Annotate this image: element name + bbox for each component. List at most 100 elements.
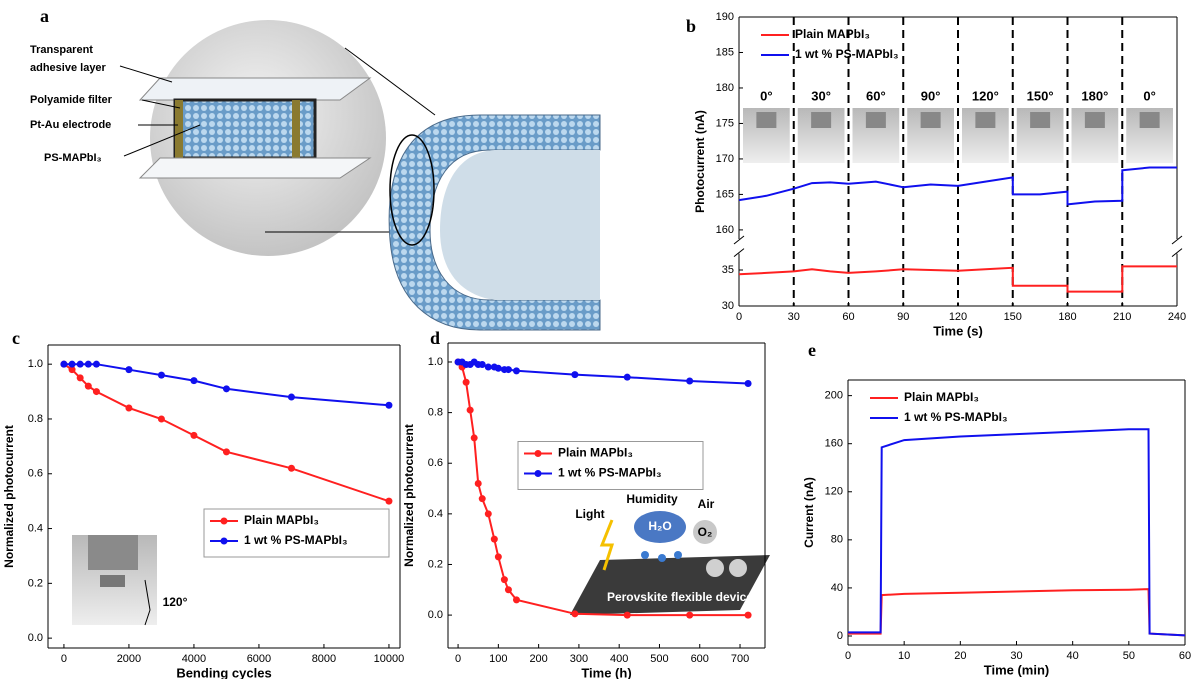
point (385, 402, 392, 409)
y-tick-label: 0.0 (28, 632, 43, 644)
series-line (848, 589, 1185, 635)
legend-label: Plain MAPbI₃ (558, 446, 633, 460)
leader (120, 66, 172, 82)
clamp (100, 575, 125, 587)
x-tick-label: 60 (842, 311, 854, 323)
drop (658, 554, 666, 562)
inset-label: 120° (163, 595, 188, 609)
point (223, 385, 230, 392)
panel-letter: d (430, 328, 440, 348)
diagram-label: adhesive layer (30, 62, 107, 74)
photo-clamp (1030, 112, 1050, 128)
y-tick-label: 0.0 (428, 609, 443, 621)
y-tick-label: 0.6 (28, 468, 43, 480)
point (85, 361, 92, 368)
device-face (440, 150, 600, 300)
x-tick-label: 200 (529, 653, 547, 665)
panel-letter: b (686, 16, 696, 36)
x-tick-label: 240 (1168, 311, 1186, 323)
point (479, 495, 486, 502)
x-tick-label: 150 (1004, 311, 1022, 323)
angle-label: 60° (866, 88, 886, 103)
diagram-label: PS-MAPbI₃ (44, 152, 102, 164)
x-tick-label: 300 (570, 653, 588, 665)
x-tick-label: 0 (61, 653, 67, 665)
point (288, 394, 295, 401)
inset-label: Light (575, 507, 604, 521)
angle-label: 120° (972, 88, 999, 103)
x-tick-label: 8000 (312, 653, 336, 665)
point (471, 434, 478, 441)
x-tick-label: 100 (489, 653, 507, 665)
point (158, 415, 165, 422)
legend-marker (535, 450, 542, 457)
photo-clamp (1140, 112, 1160, 128)
page: a Transparent adhesive layer Polyamide f… (0, 0, 1193, 679)
point (93, 388, 100, 395)
x-tick-label: 210 (1113, 311, 1131, 323)
x-tick-label: 30 (1010, 650, 1022, 662)
point (485, 364, 492, 371)
panel-letter: e (808, 340, 816, 360)
air-bubble (706, 559, 724, 577)
point (85, 383, 92, 390)
x-tick-label: 90 (897, 311, 909, 323)
point (513, 596, 520, 603)
diagram-label: Pt-Au electrode (30, 119, 111, 131)
diagram-label: Transparent (30, 44, 93, 56)
x-tick-label: 4000 (182, 653, 206, 665)
point (77, 374, 84, 381)
legend-label: Plain MAPbI₃ (904, 390, 979, 404)
y-tick-label: 1.0 (28, 358, 43, 370)
electrode (175, 100, 183, 158)
y-tick-label: 1.0 (428, 356, 443, 368)
device-diagram: a Transparent adhesive layer Polyamide f… (30, 6, 600, 330)
legend-label: 1 wt % PS-MAPbI₃ (558, 466, 662, 480)
y-tick-label: 0.8 (428, 407, 443, 419)
x-axis-label: Time (h) (581, 665, 631, 679)
point (385, 498, 392, 505)
y-tick-label: 200 (825, 390, 843, 402)
legend-label: 1 wt % PS-MAPbI₃ (244, 533, 348, 547)
air-bubble (729, 559, 747, 577)
point (190, 377, 197, 384)
photo-clamp (866, 112, 886, 128)
inset-label: H₂O (648, 519, 671, 533)
point (190, 432, 197, 439)
point (505, 366, 512, 373)
series-line (458, 362, 748, 384)
inset-label: Air (698, 497, 715, 511)
photo-clamp (921, 112, 941, 128)
y-axis-label: Photocurrent (nA) (693, 110, 707, 213)
point (93, 361, 100, 368)
point (77, 361, 84, 368)
legend-marker (535, 470, 542, 477)
angle-label: 0° (760, 88, 772, 103)
point (475, 480, 482, 487)
point (158, 372, 165, 379)
diagram-label: Polyamide filter (30, 94, 113, 106)
point (686, 377, 693, 384)
point (479, 361, 486, 368)
inset-label: O₂ (698, 525, 713, 539)
y-tick-label: 35 (722, 264, 734, 276)
y-tick-label: 40 (831, 582, 843, 594)
point (624, 374, 631, 381)
point (125, 405, 132, 412)
point (69, 361, 76, 368)
point (571, 371, 578, 378)
photo-clamp (811, 112, 831, 128)
angle-label: 30° (811, 88, 831, 103)
point (505, 586, 512, 593)
x-tick-label: 120 (949, 311, 967, 323)
point (485, 510, 492, 517)
y-tick-label: 180 (716, 82, 734, 94)
panel-letter: a (40, 6, 49, 26)
inset-photo (72, 535, 157, 625)
legend-label: Plain MAPbI₃ (244, 513, 319, 527)
x-tick-label: 0 (455, 653, 461, 665)
point (495, 365, 502, 372)
y-tick-label: 165 (716, 188, 734, 200)
x-tick-label: 10 (898, 650, 910, 662)
legend-label: Plain MAPbI₃ (795, 27, 870, 41)
